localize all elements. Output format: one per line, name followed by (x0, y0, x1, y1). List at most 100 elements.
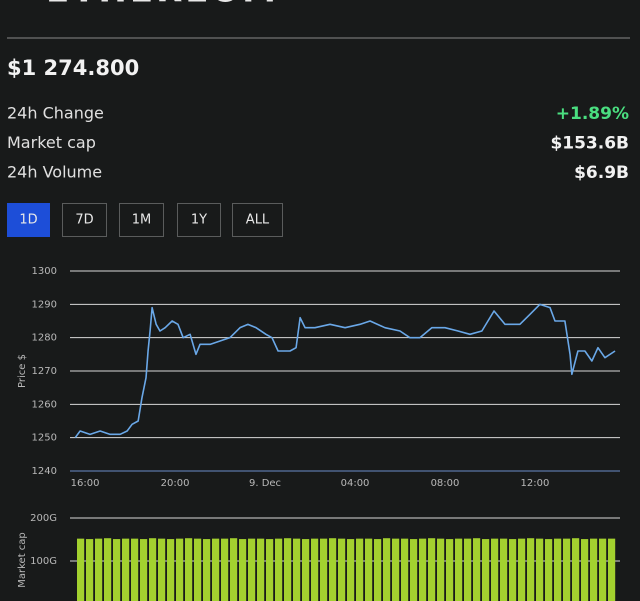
bar (365, 538, 373, 601)
bar (104, 538, 112, 601)
range-button[interactable] (232, 203, 283, 237)
x-tick-label: 16:00 (71, 478, 100, 489)
range-label[interactable]: 1Y (191, 213, 207, 228)
stat-label: Market cap (7, 133, 96, 152)
bar (608, 538, 616, 601)
charts: Price $ 1240 1250 1260 1270 1280 1290 1300 16:00… (17, 266, 620, 601)
bar (149, 538, 157, 601)
stat-value: +1.89% (556, 104, 629, 124)
bar (302, 539, 310, 601)
bar (563, 538, 571, 601)
y-tick-label: 1300 (32, 266, 57, 277)
bar (167, 539, 175, 601)
bar (293, 538, 301, 601)
y-tick-label: 100G (30, 556, 57, 567)
bar (140, 539, 148, 601)
range-button[interactable] (119, 203, 164, 237)
bar (176, 538, 184, 601)
bar (428, 538, 436, 601)
bar (194, 538, 202, 601)
y-tick-label: 200G (30, 513, 57, 524)
range-buttons: 1D 7D 1M 1Y ALL (7, 203, 283, 237)
bar (491, 538, 499, 601)
bar (77, 538, 85, 601)
coin-title: ETHEREUM (46, 0, 279, 11)
stats: 24h Change +1.89% Market cap $153.6B 24h Vol… (7, 104, 629, 184)
bar (158, 538, 166, 601)
bar (464, 538, 472, 601)
stat-label: 24h Change (7, 104, 104, 123)
x-tick-label: 04:00 (341, 478, 370, 489)
x-tick-label: 12:00 (521, 478, 550, 489)
bar (203, 539, 211, 601)
bar (572, 538, 580, 601)
bar (482, 539, 490, 601)
bar (329, 538, 337, 601)
range-label[interactable]: 1D (19, 213, 37, 228)
bar (248, 538, 256, 601)
bar (95, 538, 103, 601)
stat-value: $153.6B (550, 134, 629, 154)
bar (275, 538, 283, 601)
y-tick-label: 1290 (32, 299, 57, 310)
bar (212, 538, 220, 601)
bar (599, 538, 607, 601)
bar (86, 539, 94, 601)
range-label[interactable]: 1M (132, 213, 152, 228)
y-axis-title: Price $ (17, 354, 28, 388)
bar (230, 538, 238, 601)
bar (239, 539, 247, 601)
x-tick-label: 9. Dec (249, 478, 281, 489)
bar (311, 538, 319, 601)
bar (590, 538, 598, 601)
bar (392, 538, 400, 601)
stat-value: $6.9B (574, 163, 629, 183)
range-button[interactable] (7, 203, 50, 237)
bar (266, 539, 274, 601)
range-button[interactable] (177, 203, 221, 237)
bar (545, 539, 553, 601)
bar (518, 538, 526, 601)
bar (122, 538, 130, 601)
range-button[interactable] (62, 203, 107, 237)
bar (257, 538, 265, 601)
bar (437, 538, 445, 601)
range-label[interactable]: ALL (246, 213, 270, 228)
bar (410, 539, 418, 601)
stat-label: 24h Volume (7, 163, 102, 182)
bar (554, 538, 562, 601)
bar (419, 538, 427, 601)
y-tick-label: 1260 (32, 399, 57, 410)
bar (113, 539, 121, 601)
price-line (74, 303, 616, 439)
y-tick-label: 1250 (32, 433, 57, 444)
bar (347, 539, 355, 601)
bar (446, 539, 454, 601)
bar (221, 538, 229, 601)
y-axis-title: Market cap (17, 532, 28, 588)
bar (338, 538, 346, 601)
bar (527, 538, 535, 601)
bar (536, 538, 544, 601)
bar (131, 538, 139, 601)
range-label[interactable]: 7D (75, 213, 93, 228)
price: $1 274.800 (7, 56, 139, 80)
x-tick-label: 08:00 (431, 478, 460, 489)
bar (509, 539, 517, 601)
y-tick-label: 1270 (32, 366, 57, 377)
bar (284, 538, 292, 601)
bar (473, 538, 481, 601)
bar (185, 538, 193, 601)
bar (320, 538, 328, 601)
bar (455, 538, 463, 601)
bar (500, 538, 508, 601)
bar (401, 538, 409, 601)
x-tick-label: 20:00 (161, 478, 190, 489)
bar (374, 539, 382, 601)
bar (356, 538, 364, 601)
y-tick-label: 1280 (32, 333, 57, 344)
bar (383, 538, 391, 601)
bar (581, 539, 589, 601)
